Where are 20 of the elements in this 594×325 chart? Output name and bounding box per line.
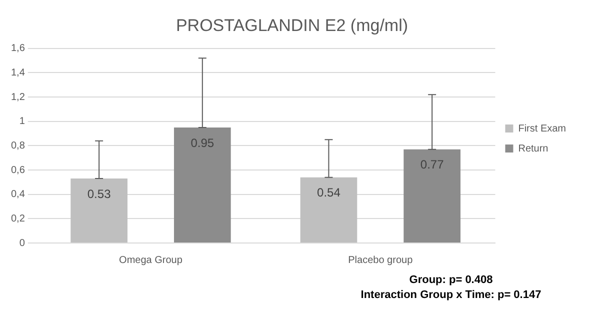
data-label: 0.53: [87, 186, 112, 201]
legend-label: First Exam: [518, 123, 566, 134]
y-tick-label: 0,4: [10, 189, 26, 200]
x-tick-label: Omega Group: [119, 254, 183, 266]
text: Group: p= 0.408: [409, 274, 493, 286]
y-tick-label: 0,8: [10, 140, 26, 152]
y-tick-label: 1,2: [10, 92, 26, 103]
y-tick-label: 1,4: [10, 67, 26, 78]
y-tick-label: 0: [19, 238, 26, 249]
data-label: 0.77: [420, 158, 444, 172]
data-label: 0.95: [190, 136, 214, 150]
y-tick-label: 0,6: [10, 164, 26, 176]
text: Interaction Group x Time: p= 0.147: [360, 289, 542, 301]
y-tick-label: 1: [19, 116, 26, 128]
y-tick-label: 1,6: [10, 43, 26, 54]
data-label: 0.54: [317, 186, 341, 200]
chart-title: PROSTAGLANDIN E2 (mg/ml): [176, 16, 408, 35]
x-tick-label: Placebo group: [348, 254, 414, 266]
y-tick-label: 0,2: [10, 213, 26, 224]
legend-label: Return: [518, 143, 548, 154]
